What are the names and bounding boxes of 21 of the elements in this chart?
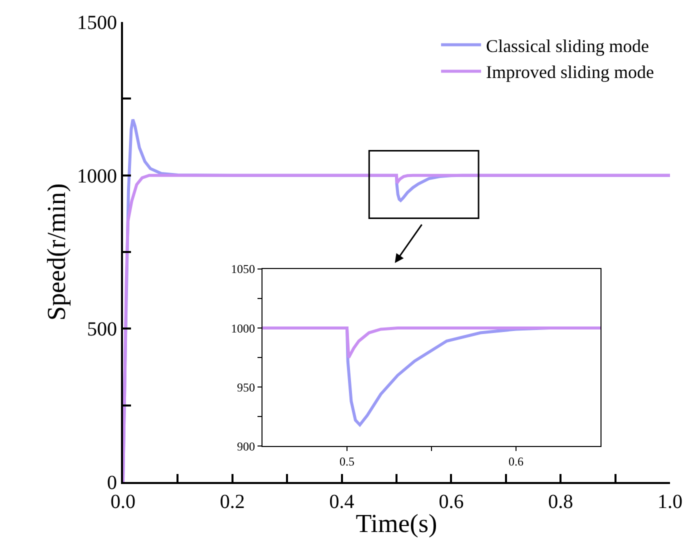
y-tick-label: 0 (107, 472, 117, 494)
y-axis-title: Speed(r/min) (42, 183, 71, 321)
x-tick-label: 0.6 (508, 454, 524, 469)
legend-label: Classical sliding mode (486, 36, 650, 56)
y-tick-label: 900 (236, 439, 255, 454)
legend-label: Improved sliding mode (486, 62, 654, 82)
y-tick-label: 1000 (77, 165, 117, 188)
x-tick-label: 0.6 (438, 491, 464, 513)
y-tick-label: 500 (87, 318, 117, 341)
y-tick-label: 1500 (77, 12, 117, 34)
x-tick-label: 0.5 (339, 454, 354, 469)
y-tick-label: 950 (236, 380, 255, 394)
x-tick-label: 1.0 (658, 491, 682, 513)
x-tick-label: 0.8 (548, 491, 574, 513)
y-tick-label: 1000 (230, 321, 255, 336)
line-series (262, 326, 601, 360)
x-tick-label: 0.4 (329, 491, 354, 513)
x-axis-title: Time(s) (356, 509, 438, 538)
y-tick-label: 1050 (230, 262, 255, 276)
x-tick-label: 0.0 (110, 491, 136, 513)
x-tick-label: 0.2 (220, 491, 245, 513)
